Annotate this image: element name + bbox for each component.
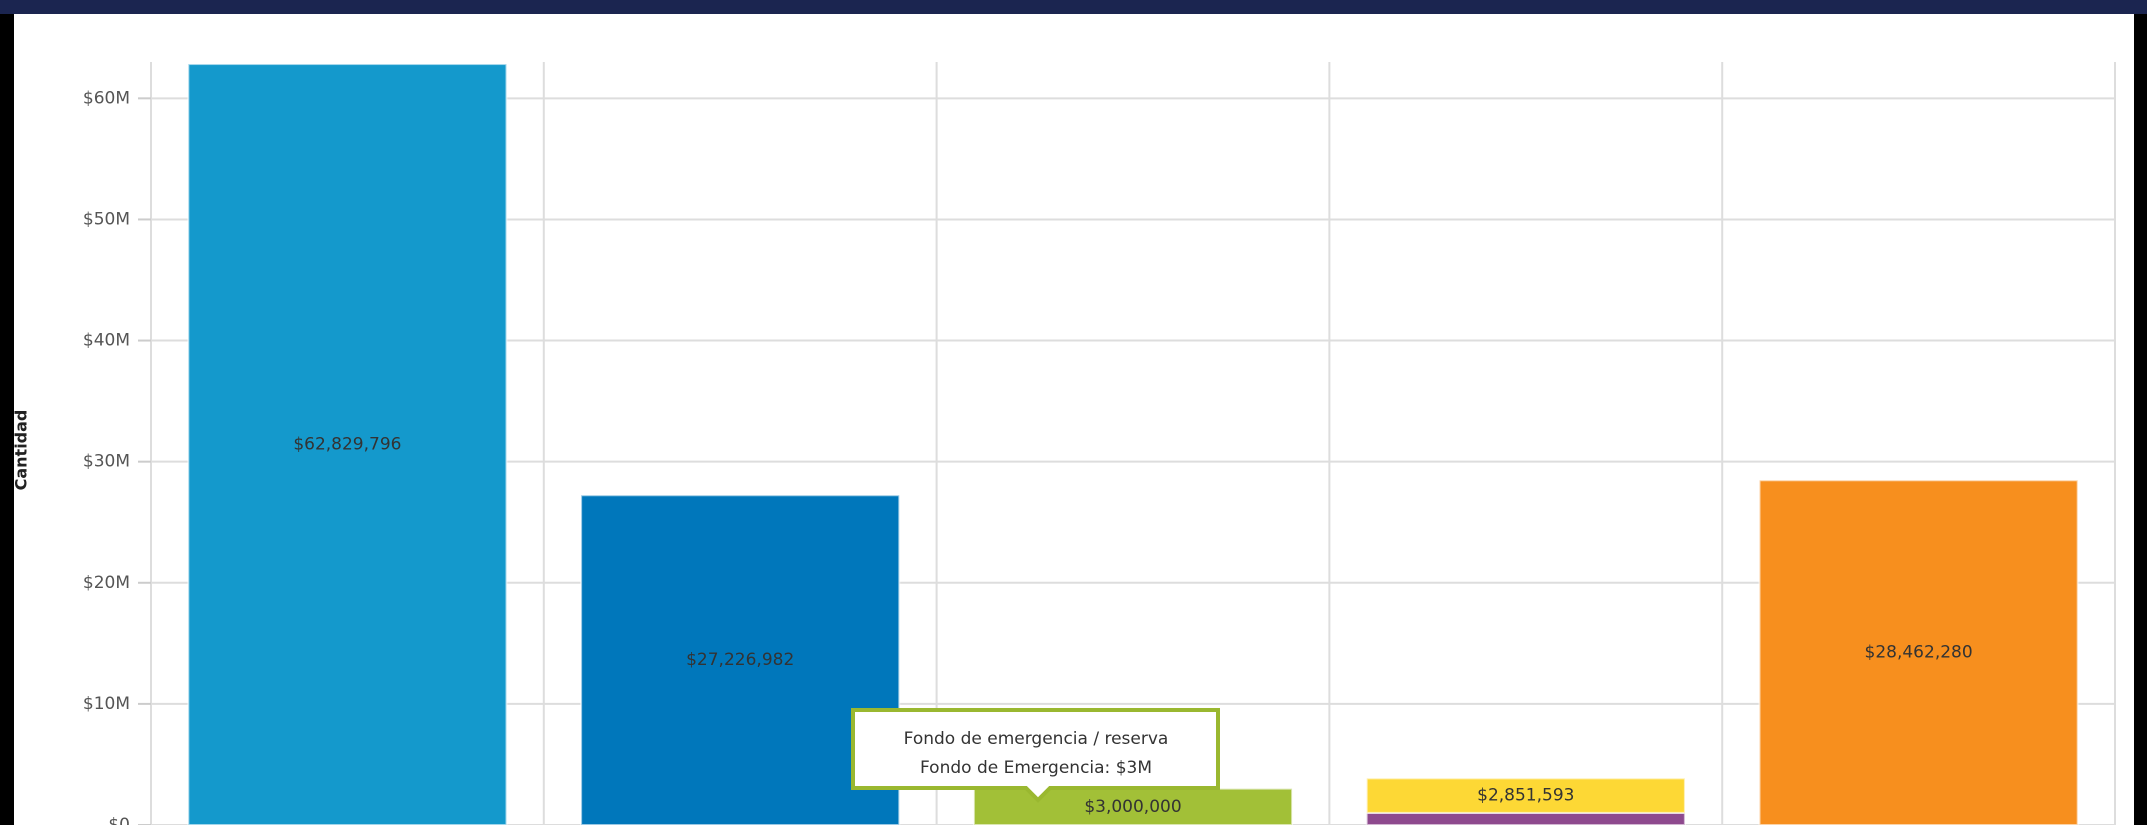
bar [580, 494, 901, 825]
bar [1365, 811, 1686, 825]
data-label: $2,851,593 [1477, 786, 1574, 806]
header-bar [0, 0, 2147, 14]
y-tick-label: $40M [83, 331, 130, 351]
bar [1758, 479, 2079, 825]
bar [187, 63, 508, 825]
y-axis-label: Cantidad [12, 410, 31, 491]
data-label: $28,462,280 [1865, 643, 1973, 663]
tooltip-title: Fondo de emergencia / reserva [904, 729, 1169, 749]
bar [1365, 777, 1686, 814]
y-tick-label: $50M [83, 209, 130, 229]
y-tick-label: $30M [83, 452, 130, 472]
y-tick-label: $10M [83, 694, 130, 714]
y-tick-label: $60M [83, 88, 130, 108]
y-tick-label: $20M [83, 573, 130, 593]
tooltip: Fondo de emergencia / reserva Fondo de E… [851, 708, 1220, 803]
bars: $62,829,796 $27,226,982 $3,000,000 $2,851,5… [187, 63, 2079, 825]
y-tick-label: $0 [108, 815, 130, 825]
data-label: $27,226,982 [686, 650, 794, 670]
tooltip-value: Fondo de Emergencia: $3M [920, 758, 1152, 778]
data-label: $62,829,796 [293, 435, 401, 455]
tooltip-box [851, 708, 1220, 803]
data-label: $3,000,000 [1084, 797, 1181, 817]
